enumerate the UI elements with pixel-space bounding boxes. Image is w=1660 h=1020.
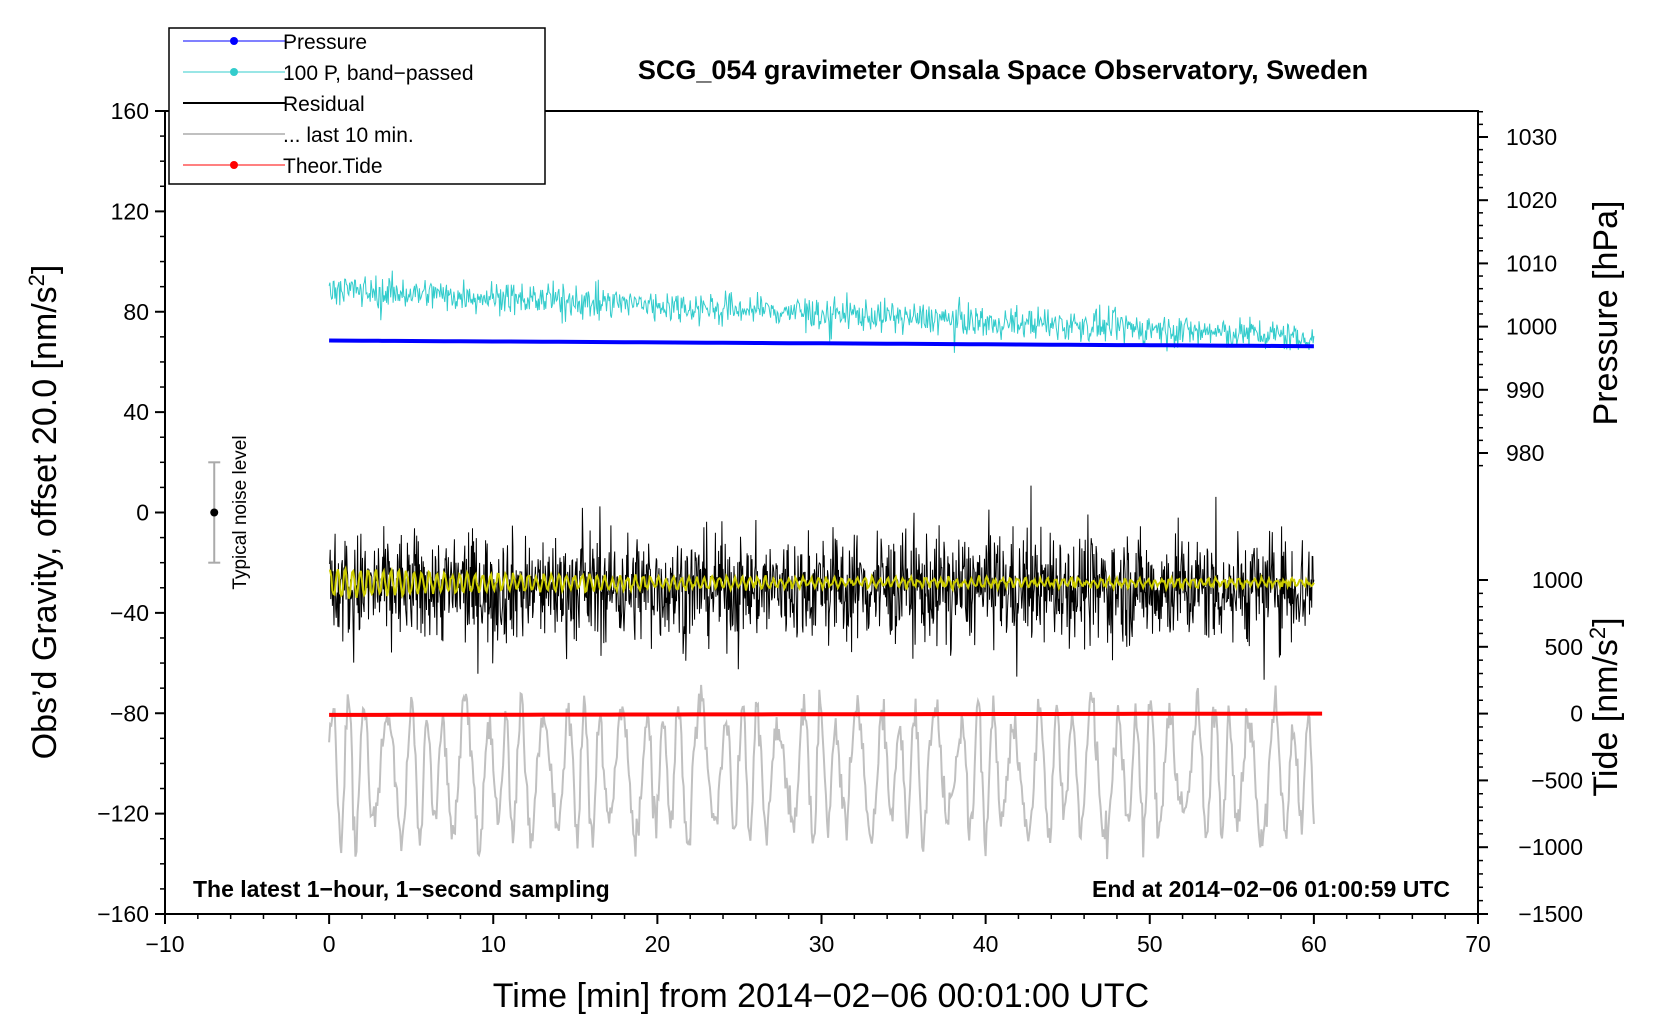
legend-label: Pressure xyxy=(283,31,367,54)
x-axis-title: Time [min] from 2014−02−06 00:01:00 UTC xyxy=(493,977,1149,1015)
pressure-axis-title: Pressure [hPa] xyxy=(1587,201,1625,426)
tide-tick-label: 0 xyxy=(1570,701,1583,727)
noise-label: Typical noise level xyxy=(230,435,251,589)
noise-indicator: Typical noise level xyxy=(208,435,251,590)
x-axis: −10 0 10 20 30 40 50 60 70 xyxy=(145,914,1491,957)
noise-bar-center xyxy=(210,508,219,517)
y-tick-label: −80 xyxy=(110,700,149,726)
y-axis-title: Obs’d Gravity, offset 20.0 [nm/s2] xyxy=(24,265,65,760)
annotation-right: End at 2014−02−06 01:00:59 UTC xyxy=(1092,876,1450,902)
pressure-tick-label: 1030 xyxy=(1506,124,1557,150)
y-tick-label: −40 xyxy=(110,600,149,626)
series-theor-tide xyxy=(329,711,1323,717)
pressure-tick-label: 990 xyxy=(1506,377,1544,403)
y-tick-label: 120 xyxy=(111,198,149,224)
x-tick-label: 20 xyxy=(645,931,671,957)
y-axis-title-main: Obs’d Gravity, offset 20.0 [nm/s xyxy=(26,286,64,759)
x-tick-label: 50 xyxy=(1137,931,1163,957)
tide-axis-title: Tide [nm/s2] xyxy=(1585,617,1626,796)
y-tick-label: 0 xyxy=(136,500,149,526)
tide-axis-title-main: Tide [nm/s xyxy=(1587,639,1625,796)
y-tick-label: 80 xyxy=(123,299,149,325)
x-tick-label: 30 xyxy=(809,931,835,957)
x-tick-label: 0 xyxy=(323,931,336,957)
tide-tick-label: −500 xyxy=(1531,767,1583,793)
x-tick-label: −10 xyxy=(145,931,184,957)
legend-marker xyxy=(230,161,238,169)
tide-tick-label: −1500 xyxy=(1518,901,1583,927)
chart-title: SCG_054 gravimeter Onsala Space Observat… xyxy=(638,55,1368,85)
pressure-axis: 980 990 1000 1010 1020 1030 xyxy=(1478,110,1557,467)
y-tick-label: −120 xyxy=(97,801,149,827)
y-axis-title-end: ] xyxy=(26,265,64,274)
tide-axis-title-sup: 2 xyxy=(1585,627,1610,639)
tide-tick-label: 1000 xyxy=(1532,567,1583,593)
legend-label: ... last 10 min. xyxy=(283,124,414,147)
x-tick-label: 70 xyxy=(1465,931,1491,957)
series-residual-smoothed xyxy=(328,565,1315,599)
legend-marker xyxy=(230,68,238,76)
series-pressure xyxy=(329,338,1314,349)
y-tick-label: 40 xyxy=(123,399,149,425)
series-residual xyxy=(328,485,1315,680)
pressure-tick-label: 1010 xyxy=(1506,250,1557,276)
series-band-passed xyxy=(328,270,1315,353)
legend-box xyxy=(168,27,546,185)
pressure-tick-label: 1000 xyxy=(1506,314,1557,340)
y-tick-label: 160 xyxy=(111,98,149,124)
legend-label: Residual xyxy=(283,93,365,116)
series-layer xyxy=(328,270,1323,860)
x-tick-label: 10 xyxy=(480,931,506,957)
legend: Pressure 100 P, band−passed Residual ... la… xyxy=(168,27,546,185)
pressure-tick-label: 980 xyxy=(1506,440,1544,466)
tide-axis: −1500 −1000 −500 0 500 1000 xyxy=(1478,567,1583,927)
legend-label: Theor.Tide xyxy=(283,155,383,178)
x-tick-label: 60 xyxy=(1301,931,1327,957)
x-tick-label: 40 xyxy=(973,931,999,957)
legend-marker xyxy=(230,37,238,45)
tide-tick-label: 500 xyxy=(1545,634,1583,660)
legend-label: 100 P, band−passed xyxy=(283,62,474,85)
y-axis-title-sup: 2 xyxy=(24,274,49,286)
y-tick-label: −160 xyxy=(97,901,149,927)
tide-tick-label: −1000 xyxy=(1518,834,1583,860)
y-axis: −160 −120 −80 −40 0 40 80 120 160 xyxy=(97,98,165,927)
annotation-left: The latest 1−hour, 1−second sampling xyxy=(193,876,610,902)
pressure-tick-label: 1020 xyxy=(1506,187,1557,213)
tide-axis-title-end: ] xyxy=(1587,617,1625,626)
